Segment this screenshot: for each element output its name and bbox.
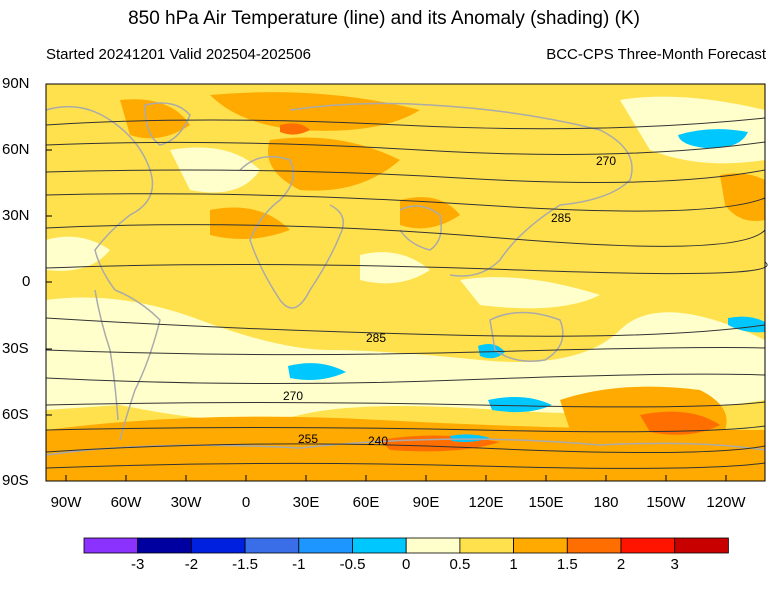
forecast-dates: Started 20241201 Valid 202504-202506 — [46, 46, 311, 63]
pale-region — [360, 252, 430, 284]
pale-region — [46, 236, 110, 271]
colorbar-tick-label: 1 — [509, 556, 518, 573]
pale-region — [46, 297, 765, 421]
lat-label: 60S — [2, 406, 29, 423]
colorbar-swatch — [674, 537, 729, 554]
colorbar-tick-label: -1 — [292, 556, 306, 573]
contour-label: 240 — [368, 434, 388, 448]
lon-label: 60W — [110, 494, 142, 511]
colorbar-tick-label: -2 — [184, 556, 199, 573]
contour-label: 285 — [366, 331, 386, 345]
lon-label: 90E — [412, 494, 440, 511]
colorbar-tick-label: -3 — [131, 556, 145, 573]
lon-label: 30W — [170, 494, 202, 511]
contour-label: 285 — [551, 211, 571, 225]
colorbar-swatch — [83, 537, 139, 554]
colorbar-swatch — [513, 537, 568, 554]
colorbar-tick-label: 0.5 — [449, 556, 471, 573]
lon-label: 180 — [593, 494, 619, 511]
orange-region — [268, 137, 400, 191]
colorbar-swatch — [298, 537, 353, 554]
negative-anomaly-patch — [288, 363, 346, 380]
lat-label: 30N — [2, 207, 30, 224]
lon-label: 120W — [706, 494, 746, 511]
colorbar-swatch — [244, 537, 300, 554]
colorbar-tick-label: 3 — [670, 556, 679, 573]
lat-label: 30S — [2, 340, 29, 357]
contour-label: 255 — [298, 432, 318, 446]
negative-anomaly-patch — [678, 129, 748, 149]
colorbar-swatch — [459, 537, 514, 554]
temperature-contours — [45, 117, 768, 469]
lon-label: 150E — [528, 494, 564, 511]
colorbar-tick-label: 0 — [402, 556, 411, 573]
lon-label: 0 — [241, 494, 251, 511]
colorbar-swatch — [352, 537, 407, 554]
orange-region — [720, 173, 765, 221]
forecast-source: BCC-CPS Three-Month Forecast — [546, 46, 766, 63]
figure-title: 850 hPa Air Temperature (line) and its A… — [128, 8, 640, 29]
contour-label: 270 — [596, 154, 616, 168]
lat-label: 0 — [22, 273, 31, 290]
colorbar-swatch — [405, 537, 461, 554]
coastlines — [45, 102, 766, 456]
orange-region — [210, 207, 290, 239]
orange-region — [210, 92, 420, 131]
contour-label: 270 — [283, 389, 303, 403]
colorbar — [83, 537, 729, 554]
negative-anomaly-patch — [488, 396, 552, 413]
anomaly-shading — [46, 84, 765, 481]
colorbar-tick-label: -1.5 — [232, 556, 259, 573]
pale-region — [460, 277, 600, 309]
lon-label: 30E — [292, 494, 320, 511]
contour-labels: 270 285 285 270 255 240 — [283, 154, 616, 448]
colorbar-swatch — [620, 537, 676, 554]
lat-label: 90N — [2, 75, 30, 92]
lon-label: 60E — [352, 494, 380, 511]
colorbar-swatch — [190, 537, 246, 554]
lon-label: 120E — [468, 494, 504, 511]
negative-anomaly-patch — [450, 434, 490, 442]
orange-region — [120, 99, 190, 139]
colorbar-tick-label: -0.5 — [339, 556, 366, 573]
lat-label: 90S — [2, 472, 29, 489]
lon-label: 150W — [646, 494, 686, 511]
lat-label: 60N — [2, 141, 30, 158]
dark-orange-region — [280, 123, 310, 135]
dark-orange-region — [640, 411, 720, 435]
colorbar-swatch — [566, 537, 622, 554]
colorbar-tick-label: 2 — [616, 556, 626, 573]
orange-region — [400, 197, 460, 229]
negative-anomaly-patch — [478, 344, 505, 359]
colorbar-swatch — [137, 537, 192, 554]
colorbar-tick-label: 1.5 — [556, 556, 578, 573]
lon-label: 90W — [50, 494, 82, 511]
axis-ticks — [46, 83, 727, 482]
